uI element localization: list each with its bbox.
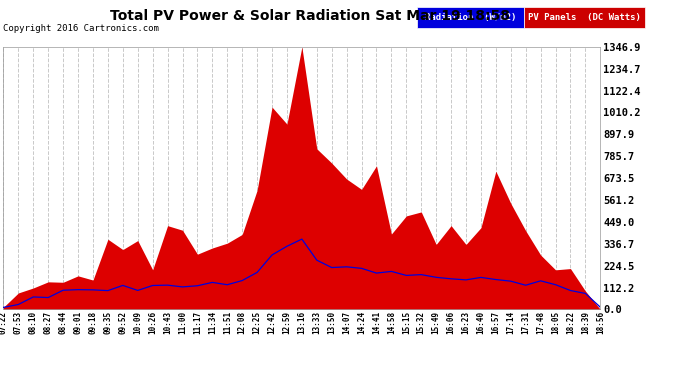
Bar — [417, 8, 524, 28]
Text: PV Panels  (DC Watts): PV Panels (DC Watts) — [529, 13, 641, 22]
Text: Copyright 2016 Cartronics.com: Copyright 2016 Cartronics.com — [3, 24, 159, 33]
Text: Radiation  (W/m2): Radiation (W/m2) — [425, 13, 517, 22]
Bar — [524, 8, 645, 28]
Text: Total PV Power & Solar Radiation Sat Mar 19 18:58: Total PV Power & Solar Radiation Sat Mar… — [110, 9, 511, 23]
